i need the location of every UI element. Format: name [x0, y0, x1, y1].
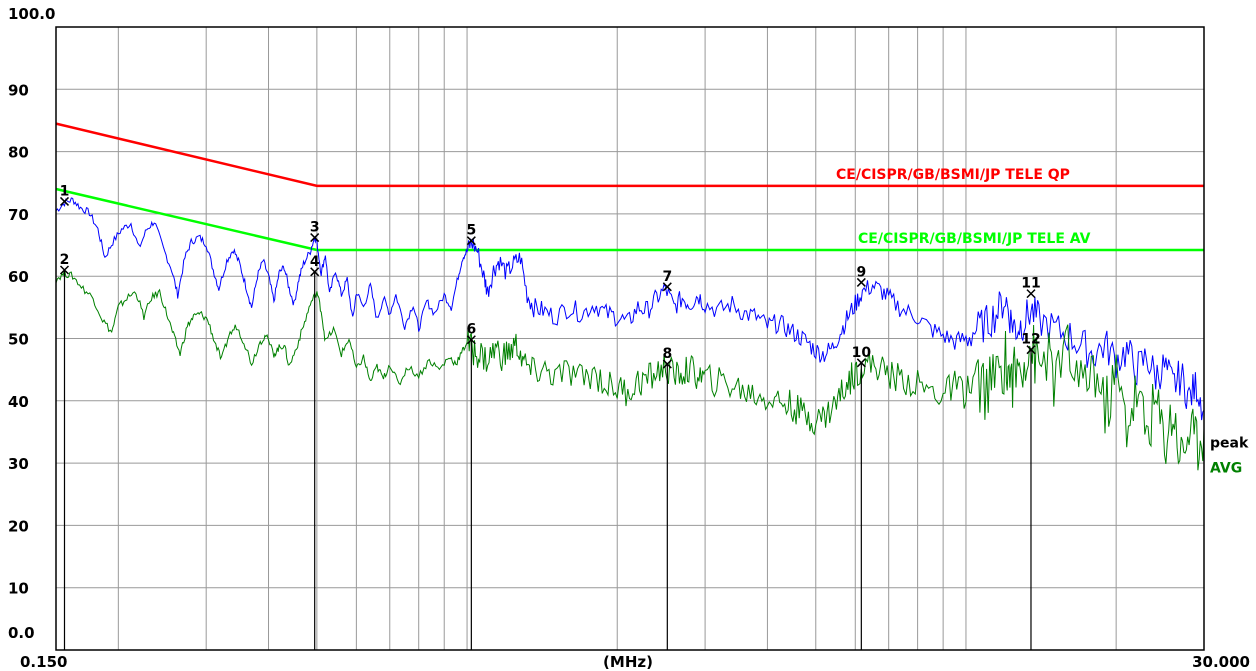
marker-x — [466, 236, 476, 246]
marker-x — [662, 282, 672, 292]
y-tick-label: 0.0 — [8, 624, 35, 642]
marker-x — [662, 359, 672, 369]
marker-label: 12 — [1021, 332, 1040, 348]
marker-label: 1 — [60, 183, 70, 199]
series-lines: peak AVG — [55, 197, 1249, 476]
limit-line-qp — [55, 122, 1204, 188]
marker-label: 5 — [466, 223, 476, 239]
y-tick-label: 100.0 — [8, 5, 55, 23]
limit-line-av — [55, 187, 1204, 252]
y-tick-label: 70 — [8, 206, 29, 224]
y-tick-label: 50 — [8, 331, 29, 349]
marker-x — [59, 265, 70, 275]
axis-labels: 0.0 10 20 30 40 50 60 70 80 90 100.0 0.150 30.000 (MH… — [8, 5, 1250, 671]
x-axis-title: (MHz) — [603, 653, 653, 671]
series-AVG-line — [55, 269, 1205, 471]
marker-x — [1026, 345, 1036, 355]
marker-x — [310, 267, 320, 277]
marker-label: 3 — [310, 220, 320, 236]
series-peak-legend: peak — [1210, 436, 1249, 452]
y-tick-label: 30 — [8, 455, 29, 473]
marker-x — [59, 196, 70, 206]
limit-label-qp: CE/CISPR/GB/BSMI/JP TELE QP — [836, 167, 1070, 183]
limit-label-av: CE/CISPR/GB/BSMI/JP TELE AV — [858, 231, 1091, 247]
marker-x — [466, 335, 476, 345]
series-AVG-legend: AVG — [1210, 460, 1242, 476]
marker-label: 10 — [852, 345, 872, 361]
marker-label: 2 — [60, 252, 70, 268]
marker-x — [856, 277, 866, 287]
marker-label: 7 — [662, 269, 672, 285]
y-tick-label: 60 — [8, 268, 29, 286]
marker-label: 4 — [310, 254, 320, 270]
marker-x — [1026, 289, 1036, 299]
y-tick-label: 40 — [8, 393, 29, 411]
y-tick-label: 80 — [8, 144, 29, 162]
marker-label: 11 — [1021, 276, 1040, 292]
series-peak-line — [55, 197, 1205, 421]
marker-label: 6 — [466, 322, 476, 338]
marker-label: 8 — [662, 346, 672, 362]
x-tick-label-start: 0.150 — [20, 653, 67, 671]
y-tick-label: 10 — [8, 580, 29, 598]
x-tick-label-end: 30.000 — [1192, 653, 1250, 671]
limit-lines: CE/CISPR/GB/BSMI/JP TELE QP CE/CISPR/GB/B… — [55, 122, 1204, 252]
y-tick-label: 20 — [8, 517, 29, 535]
y-tick-label: 90 — [8, 81, 29, 99]
marker-label: 9 — [856, 264, 866, 280]
plot-frame — [55, 26, 1205, 651]
marker-x — [310, 233, 320, 243]
marker-x — [856, 358, 866, 368]
